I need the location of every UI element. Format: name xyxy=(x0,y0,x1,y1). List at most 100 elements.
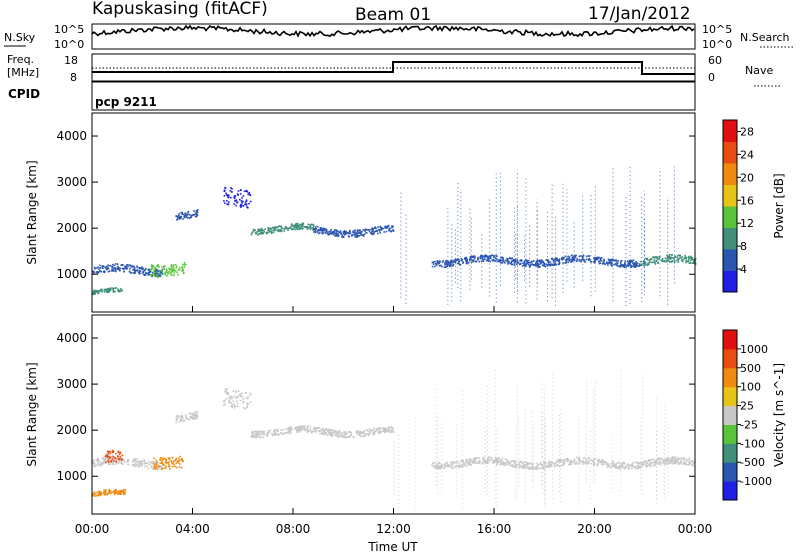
power-point xyxy=(511,257,513,260)
velocity-point xyxy=(320,431,323,433)
velocity-point xyxy=(115,462,118,464)
velocity-point xyxy=(224,399,226,401)
power-point xyxy=(234,197,236,200)
power-point xyxy=(650,261,652,264)
velocity-point xyxy=(309,425,312,428)
power-point xyxy=(570,261,573,263)
power-colorbar-tick-label: 12 xyxy=(740,217,754,230)
noise-right-tick-top: 10^5 xyxy=(702,23,732,36)
power-point xyxy=(599,262,602,264)
power-point xyxy=(373,231,376,233)
power-point xyxy=(298,224,300,227)
velocity-point xyxy=(327,431,329,433)
velocity-point xyxy=(228,399,231,402)
power-point xyxy=(653,259,656,261)
velocity-point xyxy=(152,461,154,463)
velocity-point xyxy=(511,465,514,468)
power-point xyxy=(644,263,646,266)
power-point xyxy=(503,260,505,263)
velocity-point xyxy=(387,431,390,433)
power-point xyxy=(594,260,596,262)
velocity-point xyxy=(178,466,181,468)
power-point xyxy=(322,227,324,230)
velocity-point xyxy=(97,459,100,461)
power-point xyxy=(112,288,114,290)
velocity-point xyxy=(600,460,603,462)
power-point xyxy=(169,273,172,275)
power-point xyxy=(98,268,100,270)
power-point xyxy=(686,260,688,263)
velocity-point xyxy=(467,463,469,466)
velocity-point xyxy=(112,459,114,461)
velocity-point xyxy=(99,463,101,466)
velocity-point xyxy=(154,463,156,466)
power-point xyxy=(277,229,279,231)
velocity-point xyxy=(607,462,609,465)
velocity-point xyxy=(177,462,180,464)
power-point xyxy=(538,264,540,266)
velocity-point xyxy=(111,449,114,452)
velocity-point xyxy=(587,457,590,459)
velocity-point xyxy=(103,490,105,493)
power-point xyxy=(181,213,184,215)
velocity-point xyxy=(228,401,230,403)
velocity-point xyxy=(106,493,109,496)
power-point xyxy=(92,293,94,296)
velocity-point xyxy=(154,467,157,470)
power-point xyxy=(589,259,591,261)
power-point xyxy=(335,229,338,231)
power-point xyxy=(176,218,179,221)
power-band-8 xyxy=(639,254,697,267)
velocity-point xyxy=(436,467,439,469)
velocity-point xyxy=(387,427,390,429)
velocity-point xyxy=(165,461,168,463)
power-point xyxy=(384,227,387,229)
power-point xyxy=(471,255,474,258)
power-point xyxy=(360,234,362,237)
velocity-point xyxy=(649,461,652,464)
velocity-point xyxy=(299,425,302,427)
power-point xyxy=(692,262,695,264)
velocity-point xyxy=(134,462,137,465)
power-point xyxy=(628,260,631,263)
power-point xyxy=(196,214,199,216)
power-point xyxy=(268,228,270,231)
velocity-point xyxy=(641,463,643,466)
velocity-point xyxy=(671,459,673,462)
power-point xyxy=(545,263,547,266)
velocity-point xyxy=(255,435,258,437)
power-point xyxy=(460,259,463,262)
power-point xyxy=(386,227,388,229)
power-point xyxy=(597,257,600,260)
power-point xyxy=(333,229,336,231)
power-point xyxy=(229,189,232,192)
power-point xyxy=(167,273,169,275)
power-point xyxy=(109,289,112,292)
power-point xyxy=(175,265,178,268)
power-point xyxy=(635,266,637,268)
power-point xyxy=(236,193,239,195)
power-point xyxy=(620,260,623,262)
velocity-point xyxy=(99,465,101,467)
velocity-point xyxy=(108,461,110,463)
velocity-point xyxy=(332,429,335,432)
velocity-point xyxy=(289,432,292,434)
velocity-point xyxy=(266,432,269,435)
velocity-band-7 xyxy=(431,456,696,471)
velocity-point xyxy=(552,462,555,464)
velocity-point xyxy=(507,460,510,462)
velocity-point xyxy=(683,459,686,462)
power-point xyxy=(126,264,128,266)
velocity-point xyxy=(593,458,595,461)
power-point xyxy=(610,263,613,265)
power-point xyxy=(168,271,170,273)
velocity-colorbar-tick-label: 500 xyxy=(740,362,761,375)
velocity-point xyxy=(261,430,264,433)
power-point xyxy=(304,226,307,228)
power-point xyxy=(621,265,624,267)
velocity-point xyxy=(500,459,502,461)
power-point xyxy=(377,232,379,235)
velocity-point xyxy=(525,461,528,464)
power-point xyxy=(132,272,135,274)
power-point xyxy=(552,264,554,266)
